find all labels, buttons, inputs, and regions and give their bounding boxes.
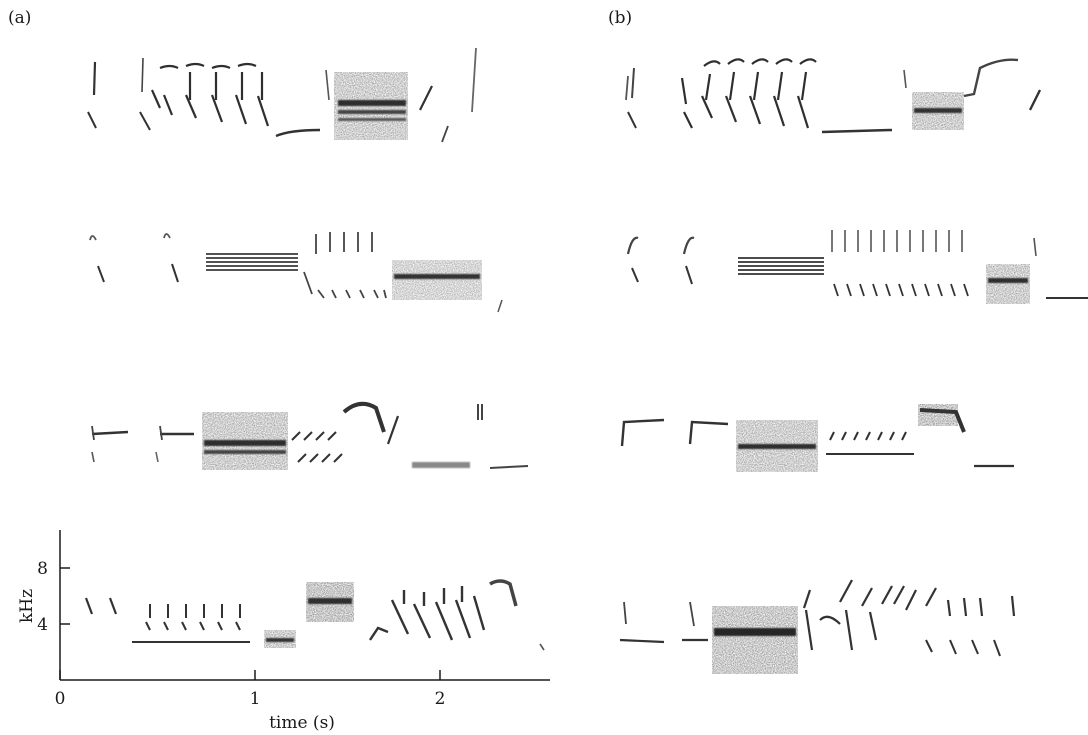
spectrogram-b-row-3 <box>620 404 1014 472</box>
x-axis-label: time (s) <box>269 713 335 733</box>
spectrogram-a-row-2 <box>89 232 503 313</box>
panel-label-b: (b) <box>608 8 633 28</box>
x-tick-label-2: 2 <box>435 689 446 709</box>
spectrogram-a-row-3 <box>91 401 529 470</box>
y-tick-label-8: 8 <box>37 559 48 579</box>
spectrogram-b-row-1 <box>625 58 1042 134</box>
panel-label-a: (a) <box>8 8 32 28</box>
spectrogram-a-row-1 <box>87 47 477 143</box>
spectrogram-a-row-4 <box>84 579 545 651</box>
y-tick-label-4: 4 <box>37 615 48 635</box>
x-tick-label-0: 0 <box>55 689 66 709</box>
y-axis-label: kHz <box>17 589 37 623</box>
axes-a: 8 4 0 1 2 kHz time (s) <box>17 530 550 733</box>
spectrogram-b-row-2 <box>626 230 1088 304</box>
x-tick-label-1: 1 <box>250 689 261 709</box>
spectrogram-b-row-4 <box>619 579 1016 674</box>
